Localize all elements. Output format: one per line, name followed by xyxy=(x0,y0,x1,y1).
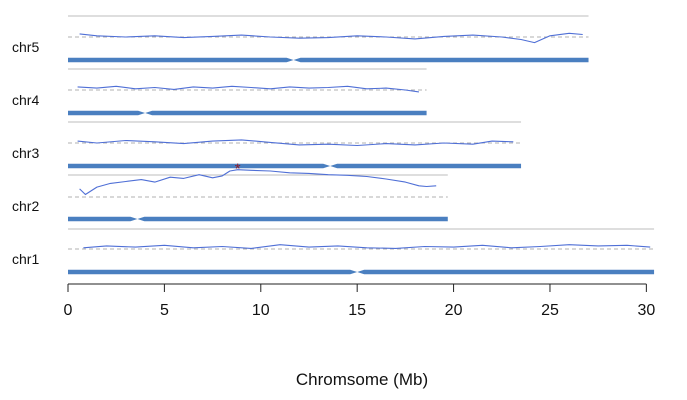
x-axis: 0 5 10 15 20 25 30 xyxy=(64,283,655,319)
trace-line-chr4 xyxy=(77,85,419,93)
chromosome-bar-right xyxy=(137,216,448,222)
chromosome-row-chr3: chr3 xyxy=(12,121,522,169)
chromosome-label: chr5 xyxy=(12,39,39,55)
x-tick-label: 30 xyxy=(637,302,655,319)
chromosome-row-chr1: chr1 xyxy=(12,228,655,275)
x-tick-label: 15 xyxy=(348,302,366,319)
chromosome-row-chr4: chr4 xyxy=(12,68,427,116)
peak-marker: * xyxy=(235,161,241,178)
x-axis-title: Chromsome (Mb) xyxy=(296,370,428,389)
chromosome-label: chr4 xyxy=(12,92,39,108)
x-tick-label: 20 xyxy=(445,302,463,319)
chromosome-bar-left xyxy=(68,57,294,63)
chromosome-bar-left xyxy=(68,269,358,275)
trace-line-chr3 xyxy=(77,139,514,147)
chromosome-label: chr1 xyxy=(12,251,39,267)
x-tick-label: 5 xyxy=(160,302,169,319)
trace-line-chr5 xyxy=(79,32,583,44)
x-tick-label: 25 xyxy=(541,302,559,319)
chromosome-label: chr2 xyxy=(12,198,39,214)
chromosome-bar-left xyxy=(68,163,331,169)
trace-line-chr2 xyxy=(79,169,437,196)
chromosome-bar-right xyxy=(145,110,427,116)
x-tick-label: 0 xyxy=(64,302,73,319)
chromosome-bar-right xyxy=(357,269,655,275)
chromosome-bar-right xyxy=(293,57,589,63)
chromosome-row-chr2: chr2 xyxy=(12,169,448,222)
x-tick-label: 10 xyxy=(252,302,270,319)
chromosome-bar-left xyxy=(68,216,138,222)
trace-line-chr1 xyxy=(83,244,651,249)
chromosome-label: chr3 xyxy=(12,145,39,161)
chromosome-bar-left xyxy=(68,110,146,116)
chromosome-bar-right xyxy=(330,163,522,169)
chromosome-tracks: chr1 chr2 chr3 chr4 chr5 * xyxy=(12,15,655,275)
chromosome-row-chr5: chr5 xyxy=(12,15,589,63)
